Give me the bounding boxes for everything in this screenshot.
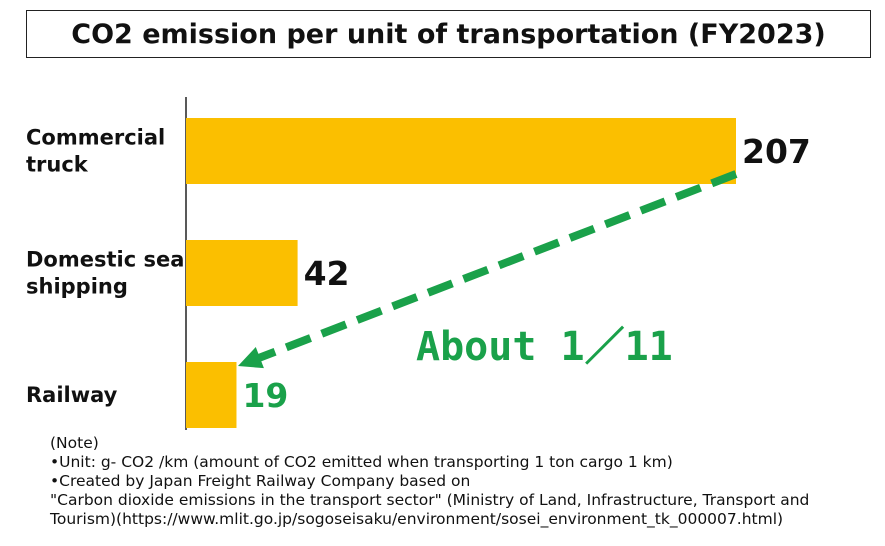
chart-title-box: CO2 emission per unit of transportation … [26,10,871,58]
bar-commercial-truck [186,118,736,184]
notes-block: (Note) •Unit: g- CO2 /km (amount of CO2 … [50,434,870,529]
note-line-source-url: Tourism)(https://www.mlit.go.jp/sogoseis… [50,510,784,528]
note-line-source: •Created by Japan Freight Railway Compan… [50,472,471,490]
note-line-heading: (Note) [50,434,99,452]
bar-domestic-sea-shipping [186,240,298,306]
value-label-commercial-truck: 207 [742,132,811,171]
category-label-domestic-sea-shipping: Domestic sea shipping [26,248,184,299]
comparison-arrowhead [238,347,264,369]
chart-title: CO2 emission per unit of transportation … [71,18,826,50]
comparison-arrow-line [255,170,738,363]
category-label-railway: Railway [26,383,118,407]
value-label-railway: 19 [242,376,288,415]
annotation-about-1-11: About 1／11 [416,324,673,370]
bar-chart: Commercial truck 207 Domestic sea shipping 42… [26,97,811,430]
note-line-source-title: "Carbon dioxide emissions in the transpo… [50,491,810,509]
value-label-domestic-sea-shipping: 42 [304,254,350,293]
category-label-commercial-truck: Commercial truck [26,126,165,177]
note-line-unit: •Unit: g- CO2 /km (amount of CO2 emitted… [50,453,673,471]
bar-railway [186,362,237,428]
